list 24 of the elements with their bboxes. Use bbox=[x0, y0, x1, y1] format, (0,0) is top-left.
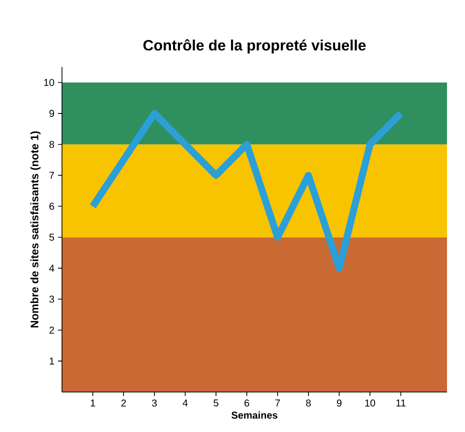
y-tick-label: 3 bbox=[49, 296, 54, 303]
x-tick-label: 2 bbox=[121, 400, 126, 406]
x-tick-label: 5 bbox=[214, 400, 218, 406]
x-tick-label: 1 bbox=[90, 400, 96, 406]
chart-title: Contrôle de la propreté visuelle bbox=[143, 39, 366, 54]
y-tick-label: 4 bbox=[49, 264, 54, 272]
x-tick-label: 6 bbox=[244, 400, 250, 407]
y-tick-label: 9 bbox=[49, 110, 54, 117]
y-axis-title: Nombre de sites satisfaisants (note 1) bbox=[30, 131, 41, 328]
x-tick-label: 9 bbox=[336, 400, 342, 407]
x-tick-label: 3 bbox=[152, 400, 157, 407]
y-tick-label: 10 bbox=[44, 78, 54, 86]
x-tick-label: 11 bbox=[396, 400, 406, 406]
x-tick-label: 4 bbox=[182, 400, 188, 406]
y-tick-label: 5 bbox=[49, 234, 54, 241]
y-tick-label: 2 bbox=[49, 326, 54, 334]
y-tick-label: 1 bbox=[50, 358, 54, 364]
x-axis-title: Semaines bbox=[232, 411, 278, 419]
y-tick-label: 6 bbox=[49, 202, 54, 210]
x-tick-label: 10 bbox=[365, 400, 376, 407]
x-tick-label: 7 bbox=[275, 400, 280, 406]
x-tick-label: 8 bbox=[306, 400, 311, 407]
y-tick-label: 7 bbox=[49, 172, 54, 179]
y-tick-label: 8 bbox=[49, 140, 54, 148]
